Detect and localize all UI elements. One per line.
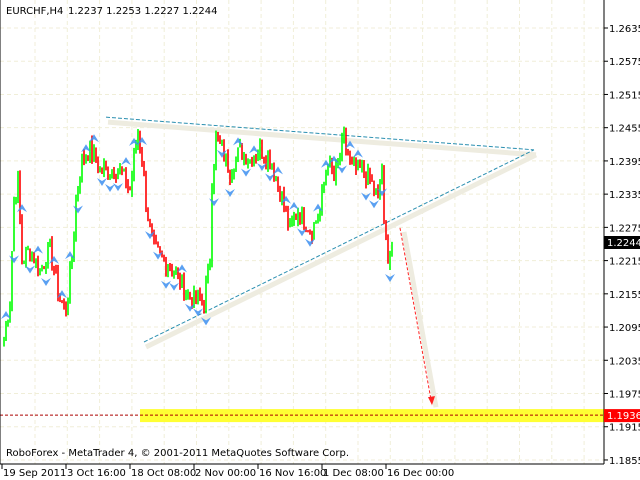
fractal-down-icon xyxy=(361,192,371,201)
fractal-down-icon xyxy=(337,165,347,174)
fractal-down-icon xyxy=(225,189,235,198)
price-tick-label: 1.1915 xyxy=(609,423,640,434)
fractal-down-icon xyxy=(257,162,267,171)
fractal-up-icon xyxy=(17,204,27,213)
fractal-up-icon xyxy=(345,140,355,149)
copyright-text: RoboForex - MetaTrader 4, © 2001-2011 Me… xyxy=(6,448,349,459)
fractal-down-icon xyxy=(377,188,387,197)
fractal-up-icon xyxy=(137,136,147,145)
fractal-down-icon xyxy=(105,184,115,193)
time-tick-label: 16 Nov 16:00 xyxy=(259,468,326,479)
fractal-arrows xyxy=(1,134,395,326)
fractal-down-icon xyxy=(9,255,19,264)
current-price-label-bg xyxy=(604,236,640,249)
time-tick-label: 19 Sep 2011 xyxy=(3,468,66,479)
fractal-down-icon xyxy=(97,178,107,187)
fractal-up-icon xyxy=(353,149,363,158)
fractal-down-icon xyxy=(305,238,315,247)
fractal-up-icon xyxy=(281,195,291,204)
time-axis[interactable]: 19 Sep 2011 3 Oct 16:00 18 Oct 08:002 Nov … xyxy=(1,464,454,479)
fractal-up-icon xyxy=(1,310,11,319)
fractal-down-icon xyxy=(193,308,203,317)
fractal-up-icon xyxy=(57,290,67,299)
grid xyxy=(0,0,604,464)
time-tick-label: 18 Oct 08:00 xyxy=(131,468,196,479)
price-tick-label: 1.2215 xyxy=(609,257,640,268)
ohlc-readout: 1.2237 1.2253 1.2227 1.2244 xyxy=(68,6,218,17)
fractal-down-icon xyxy=(265,173,275,182)
fractal-down-icon xyxy=(145,231,155,240)
target-price-label: 1.1936 xyxy=(607,411,640,422)
fractal-down-icon xyxy=(113,183,123,192)
time-tick-label: 2 Nov 00:00 xyxy=(195,468,256,479)
fractal-down-icon xyxy=(297,228,307,237)
fractal-up-icon xyxy=(177,264,187,273)
fractal-down-icon xyxy=(153,251,163,260)
fractal-down-icon xyxy=(201,317,211,326)
price-tick-label: 1.2035 xyxy=(609,356,640,367)
fractal-up-icon xyxy=(81,144,91,153)
fractal-up-icon xyxy=(313,203,323,212)
trendline-lower xyxy=(143,149,535,343)
price-tick-label: 1.2515 xyxy=(609,90,640,101)
fractal-up-icon xyxy=(273,166,283,175)
current-price-label: 1.2244 xyxy=(607,238,640,249)
fractal-down-icon xyxy=(41,277,51,286)
price-tick-label: 1.2275 xyxy=(609,223,640,234)
price-tick-label: 1.2455 xyxy=(609,124,640,135)
trendline-upper xyxy=(105,116,535,151)
price-tick-label: 1.2335 xyxy=(609,190,640,201)
price-tick-label: 1.2575 xyxy=(609,57,640,68)
price-axis[interactable]: 1.2635 1.2575 1.2515 1.2455 1.2395 1.2335 1.22… xyxy=(604,24,640,467)
time-tick-label: 3 Oct 16:00 xyxy=(67,468,126,479)
fractal-down-icon xyxy=(209,198,219,207)
fractal-down-icon xyxy=(385,274,395,283)
fractal-down-icon xyxy=(161,280,171,289)
price-tick-label: 1.2395 xyxy=(609,157,640,168)
trendlines xyxy=(105,116,538,408)
fractal-down-icon xyxy=(73,205,83,214)
price-tick-label: 1.2635 xyxy=(609,24,640,35)
fractal-down-icon xyxy=(217,149,227,158)
fractal-down-icon xyxy=(169,282,179,291)
fractal-down-icon xyxy=(241,168,251,177)
forecast-arrow xyxy=(399,227,433,406)
fractal-up-icon xyxy=(65,251,75,260)
time-tick-label: 16 Dec 00:00 xyxy=(387,468,454,479)
price-tick-label: 1.2095 xyxy=(609,323,640,334)
trendline-lower-shadow xyxy=(144,152,538,350)
fractal-up-icon xyxy=(289,201,299,210)
fractal-up-icon xyxy=(321,159,331,168)
forecast-arrowhead-icon xyxy=(428,396,435,406)
fractal-up-icon xyxy=(49,255,59,264)
price-tick-label: 1.1855 xyxy=(609,456,640,467)
fractal-down-icon xyxy=(369,200,379,209)
fractal-up-icon xyxy=(129,137,139,146)
fractal-down-icon xyxy=(185,303,195,312)
trendline-upper-shadow xyxy=(107,119,537,158)
fractal-up-icon xyxy=(89,134,99,143)
fractal-up-icon xyxy=(121,157,131,166)
time-tick-label: 1 Dec 08:00 xyxy=(323,468,384,479)
target-price-label-bg xyxy=(604,409,640,423)
forecast-arrow-shadow xyxy=(401,231,439,408)
fractal-up-icon xyxy=(329,155,339,164)
candles xyxy=(3,126,393,347)
fractal-up-icon xyxy=(249,145,259,154)
fractal-up-icon xyxy=(233,137,243,146)
fractal-down-icon xyxy=(25,265,35,274)
symbol-label: EURCHF,H4 xyxy=(6,6,63,17)
price-tick-label: 1.2155 xyxy=(609,290,640,301)
fractal-up-icon xyxy=(33,245,43,254)
price-tick-label: 1.1975 xyxy=(609,390,640,401)
